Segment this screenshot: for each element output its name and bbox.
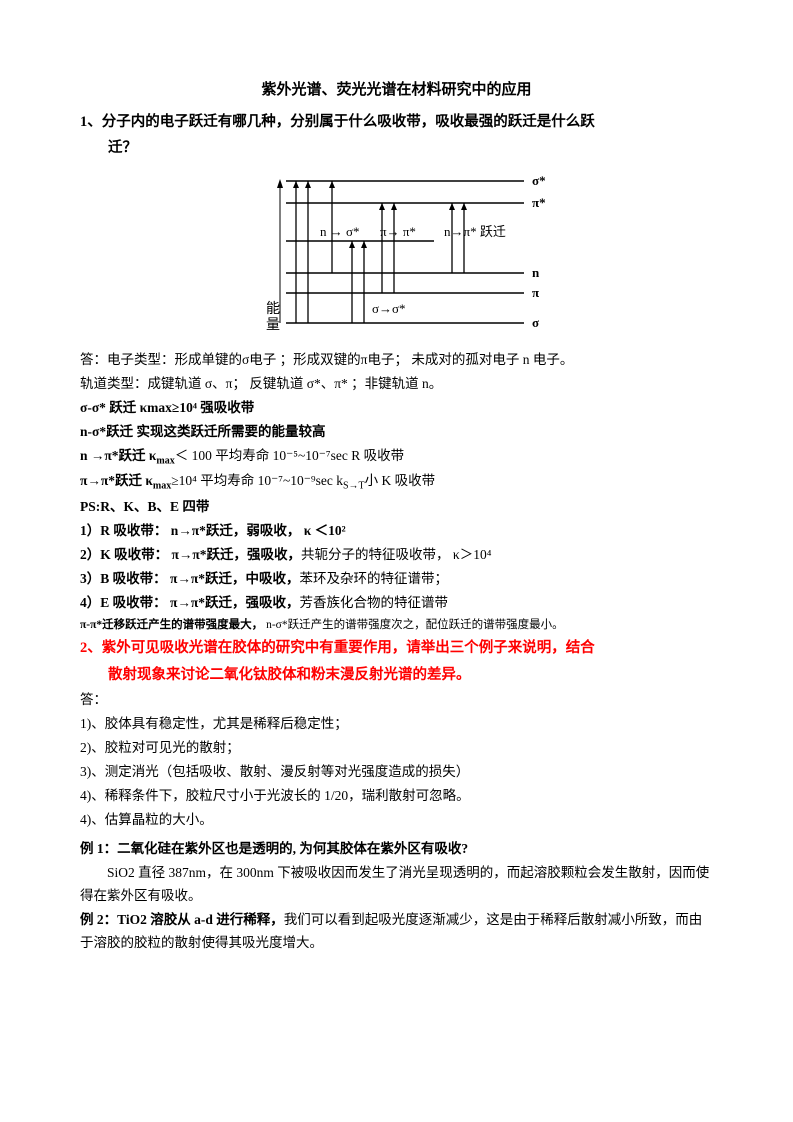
k-band-bold: 2）K 吸收带： π→π*跃迁，强吸收，	[80, 547, 301, 562]
pi-pi-a: π→π*跃迁 κ	[80, 473, 153, 488]
n-sigma-line: n-σ*跃迁 实现这类跃迁所需要的能量较高	[80, 421, 713, 444]
r-band-line: 1）R 吸收带： n→π*跃迁，弱吸收， κ ＜10²	[80, 520, 713, 543]
e-band-bold: 4）E 吸收带： π→π*跃迁，强吸收，	[80, 595, 300, 610]
svg-text:n → σ*: n → σ*	[320, 224, 360, 239]
example1-body: SiO2 直径 387nm，在 300nm 下被吸收因而发生了消光呈现透明的，而…	[80, 862, 713, 908]
svg-text:σ: σ	[532, 315, 539, 330]
svg-text:n: n	[532, 265, 540, 280]
k-band-line: 2）K 吸收带： π→π*跃迁，强吸收，共轭分子的特征吸收带， κ＞10⁴	[80, 544, 713, 567]
q1-text-line1: 分子内的电子跃迁有哪几种，分别属于什么吸收带，吸收最强的跃迁是什么跃	[102, 114, 595, 130]
example1-title: 例 1：二氧化硅在紫外区也是透明的, 为何其胶体在紫外区有吸收?	[80, 838, 713, 861]
document-page: 紫外光谱、荧光光谱在材料研究中的应用 1、分子内的电子跃迁有哪几种，分别属于什么…	[0, 0, 793, 1016]
n-pi-b: ＜ 100 平均寿命 10⁻⁵~10⁻⁷sec R 吸收带	[175, 448, 404, 463]
b-band-rest: 苯环及杂环的特征谱带；	[300, 571, 449, 586]
svg-text:σ→σ*: σ→σ*	[372, 301, 406, 316]
q1-text-line2: 迁？	[80, 136, 713, 161]
q1-number: 1、	[80, 114, 102, 130]
pi-pi-c: 小 K 吸收带	[365, 473, 436, 488]
k-band-rest: 共轭分子的特征吸收带， κ＞10⁴	[301, 547, 491, 562]
question-2: 2、紫外可见吸收光谱在胶体的研究中有重要作用，请举出三个例子来说明，结合	[80, 636, 713, 661]
pi-pi-sub: max	[153, 481, 171, 492]
q2-number: 2、	[80, 640, 102, 656]
svg-text:π*: π*	[532, 195, 546, 210]
a2-item2: 2)、胶粒对可见光的散射；	[80, 737, 713, 760]
summary-rest: n-σ*跃迁产生的谱带强度次之，配位跃迁的谱带强度最小。	[266, 619, 564, 631]
q2-line1: 紫外可见吸收光谱在胶体的研究中有重要作用，请举出三个例子来说明，结合	[102, 640, 595, 656]
svg-text:能: 能	[266, 301, 280, 317]
pi-pi-sub2: S→T	[343, 481, 365, 492]
n-pi-sub: max	[156, 455, 174, 466]
summary-bold: π-π*迁移跃迁产生的谱带强度最大，	[80, 619, 263, 631]
example2: 例 2：TiO2 溶胶从 a-d 进行稀释，我们可以看到起吸光度逐渐减少，这是由…	[80, 909, 713, 955]
a2-label: 答：	[80, 689, 713, 712]
svg-text:n→π* 跃迁: n→π* 跃迁	[444, 224, 506, 239]
question-1: 1、分子内的电子跃迁有哪几种，分别属于什么吸收带，吸收最强的跃迁是什么跃	[80, 110, 713, 135]
a2-item5: 4)、估算晶粒的大小。	[80, 809, 713, 832]
summary-line: π-π*迁移跃迁产生的谱带强度最大， n-σ*跃迁产生的谱带强度次之，配位跃迁的…	[80, 616, 713, 636]
energy-level-diagram: σ* π* nπσ n → σ* π→ π* n→π* 跃迁 σ→σ* 能量	[222, 163, 572, 343]
svg-text:π: π	[532, 285, 539, 300]
page-title: 紫外光谱、荧光光谱在材料研究中的应用	[80, 78, 713, 104]
b-band-line: 3）B 吸收带： π→π*跃迁，中吸收，苯环及杂环的特征谱带；	[80, 568, 713, 591]
q2-line2: 散射现象来讨论二氧化钛胶体和粉末漫反射光谱的差异。	[80, 663, 713, 688]
a1-electron-types: 答：电子类型：形成单键的σ电子 ；形成双键的π电子； 未成对的孤对电子 n 电子…	[80, 349, 713, 372]
ps-line: PS:R、K、B、E 四带	[80, 496, 713, 519]
r-band-text: 1）R 吸收带： n→π*跃迁，弱吸收， κ ＜10²	[80, 523, 346, 538]
a2-item1: 1)、胶体具有稳定性，尤其是稀释后稳定性；	[80, 713, 713, 736]
n-pi-line: n →π*跃迁 κmax＜ 100 平均寿命 10⁻⁵~10⁻⁷sec R 吸收…	[80, 445, 713, 470]
e-band-line: 4）E 吸收带： π→π*跃迁，强吸收，芳香族化合物的特征谱带	[80, 592, 713, 615]
svg-text:量: 量	[266, 317, 280, 333]
a1-orbital-types: 轨道类型：成键轨道 σ、π； 反键轨道 σ*、π* ；非键轨道 n。	[80, 373, 713, 396]
a2-item3: 3)、测定消光（包括吸收、散射、漫反射等对光强度造成的损失）	[80, 761, 713, 784]
example2-title: 例 2：TiO2 溶胶从 a-d 进行稀释，	[80, 912, 284, 927]
e-band-rest: 芳香族化合物的特征谱带	[300, 595, 449, 610]
svg-text:σ*: σ*	[532, 173, 546, 188]
b-band-bold: 3）B 吸收带： π→π*跃迁，中吸收，	[80, 571, 300, 586]
a2-item4: 4)、稀释条件下，胶粒尺寸小于光波长的 1/20，瑞利散射可忽略。	[80, 785, 713, 808]
pi-pi-line: π→π*跃迁 κmax≥10⁴ 平均寿命 10⁻⁷~10⁻⁹sec kS→T小 …	[80, 470, 713, 495]
pi-pi-b: ≥10⁴ 平均寿命 10⁻⁷~10⁻⁹sec k	[171, 473, 343, 488]
svg-text:π→ π*: π→ π*	[380, 224, 416, 239]
sigma-sigma-line: σ-σ* 跃迁 κmax≥10⁴ 强吸收带	[80, 397, 713, 420]
energy-diagram-container: σ* π* nπσ n → σ* π→ π* n→π* 跃迁 σ→σ* 能量	[80, 163, 713, 343]
n-pi-a: n →π*跃迁 κ	[80, 448, 156, 463]
